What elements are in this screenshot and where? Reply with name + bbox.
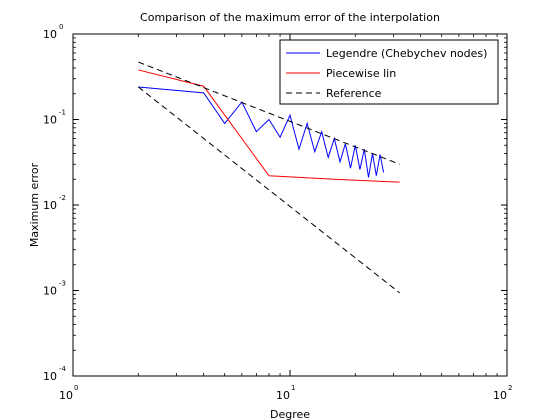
x-tick-label-exponent: 1	[291, 384, 295, 392]
y-tick-label-exponent: 0	[59, 23, 63, 31]
y-tick-label-exponent: -4	[59, 365, 67, 373]
y-tick-label-base: 10	[43, 199, 57, 212]
y-tick-label-base: 10	[43, 370, 57, 383]
x-tick-label-exponent: 2	[508, 384, 512, 392]
x-tick-label-base: 10	[493, 389, 507, 402]
y-tick-label-exponent: -1	[59, 109, 66, 117]
y-tick-label-base: 10	[43, 114, 57, 127]
y-tick-label-base: 10	[43, 285, 57, 298]
legend-label-2: Piecewise lin	[326, 67, 396, 80]
y-tick-label-exponent: -3	[59, 280, 66, 288]
x-tick-label-base: 10	[276, 389, 290, 402]
legend-label-1: Legendre (Chebychev nodes)	[326, 47, 487, 60]
y-tick-label-exponent: -2	[59, 194, 66, 202]
y-axis-label: Maximum error	[28, 162, 41, 247]
x-tick-label-base: 10	[59, 389, 73, 402]
x-axis-label: Degree	[270, 408, 310, 420]
x-tick-label-exponent: 0	[74, 384, 78, 392]
y-tick-label-base: 10	[43, 28, 57, 41]
legend-label-3: Reference	[326, 87, 382, 100]
chart-title: Comparison of the maximum error of the i…	[140, 11, 440, 24]
